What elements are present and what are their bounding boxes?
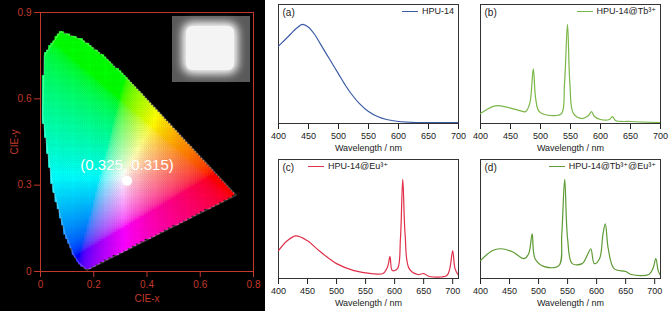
svg-text:0: 0 bbox=[38, 279, 44, 290]
svg-text:650: 650 bbox=[421, 131, 436, 141]
svg-text:400: 400 bbox=[473, 131, 488, 141]
svg-text:600: 600 bbox=[589, 286, 604, 296]
svg-text:500: 500 bbox=[533, 131, 548, 141]
svg-text:700: 700 bbox=[647, 286, 662, 296]
svg-text:450: 450 bbox=[503, 131, 518, 141]
svg-text:0.6: 0.6 bbox=[193, 279, 207, 290]
svg-text:(d): (d) bbox=[485, 162, 497, 173]
svg-text:550: 550 bbox=[361, 131, 376, 141]
svg-text:Wavelength / nm: Wavelength / nm bbox=[335, 143, 402, 153]
svg-text:0.8: 0.8 bbox=[247, 279, 261, 290]
html-text:HPU-14@Tb³⁺@Eu³⁺: HPU-14@Tb³⁺@Eu³⁺ bbox=[568, 161, 656, 171]
svg-text:0.4: 0.4 bbox=[140, 279, 154, 290]
svg-text:450: 450 bbox=[300, 286, 315, 296]
svg-text:0.3: 0.3 bbox=[18, 179, 32, 190]
svg-text:400: 400 bbox=[271, 286, 286, 296]
svg-text:CIE-x: CIE-x bbox=[135, 293, 160, 304]
svg-text:600: 600 bbox=[387, 286, 402, 296]
svg-text:450: 450 bbox=[502, 286, 517, 296]
svg-text:550: 550 bbox=[560, 286, 575, 296]
svg-text:(c): (c) bbox=[283, 162, 295, 173]
svg-text:450: 450 bbox=[301, 131, 316, 141]
svg-text:(b): (b) bbox=[485, 7, 497, 18]
svg-text:550: 550 bbox=[358, 286, 373, 296]
svg-text:650: 650 bbox=[618, 286, 633, 296]
svg-text:0.9: 0.9 bbox=[18, 7, 32, 18]
html-text:HPU-14: HPU-14 bbox=[422, 6, 454, 16]
svg-text:700: 700 bbox=[653, 131, 668, 141]
svg-text:Wavelength / nm: Wavelength / nm bbox=[537, 298, 604, 308]
svg-text:400: 400 bbox=[473, 286, 488, 296]
svg-text:700: 700 bbox=[445, 286, 460, 296]
svg-text:600: 600 bbox=[593, 131, 608, 141]
svg-text:0: 0 bbox=[26, 266, 32, 277]
svg-text:500: 500 bbox=[331, 131, 346, 141]
svg-text:Wavelength / nm: Wavelength / nm bbox=[537, 143, 604, 153]
svg-text:650: 650 bbox=[416, 286, 431, 296]
html-text:HPU-14@Tb³⁺: HPU-14@Tb³⁺ bbox=[596, 6, 656, 16]
svg-text:600: 600 bbox=[391, 131, 406, 141]
html-text:HPU-14@Eu³⁺: HPU-14@Eu³⁺ bbox=[328, 161, 388, 171]
svg-text:(0.325, 0.315): (0.325, 0.315) bbox=[80, 156, 173, 173]
svg-text:CIE-y: CIE-y bbox=[9, 130, 20, 155]
svg-text:500: 500 bbox=[329, 286, 344, 296]
svg-text:550: 550 bbox=[563, 131, 578, 141]
svg-text:0.2: 0.2 bbox=[87, 279, 101, 290]
svg-text:Wavelength / nm: Wavelength / nm bbox=[335, 298, 402, 308]
svg-text:(a): (a) bbox=[283, 7, 295, 18]
svg-text:0.6: 0.6 bbox=[18, 93, 32, 104]
svg-text:500: 500 bbox=[531, 286, 546, 296]
svg-text:400: 400 bbox=[271, 131, 286, 141]
svg-text:700: 700 bbox=[451, 131, 466, 141]
svg-text:650: 650 bbox=[623, 131, 638, 141]
